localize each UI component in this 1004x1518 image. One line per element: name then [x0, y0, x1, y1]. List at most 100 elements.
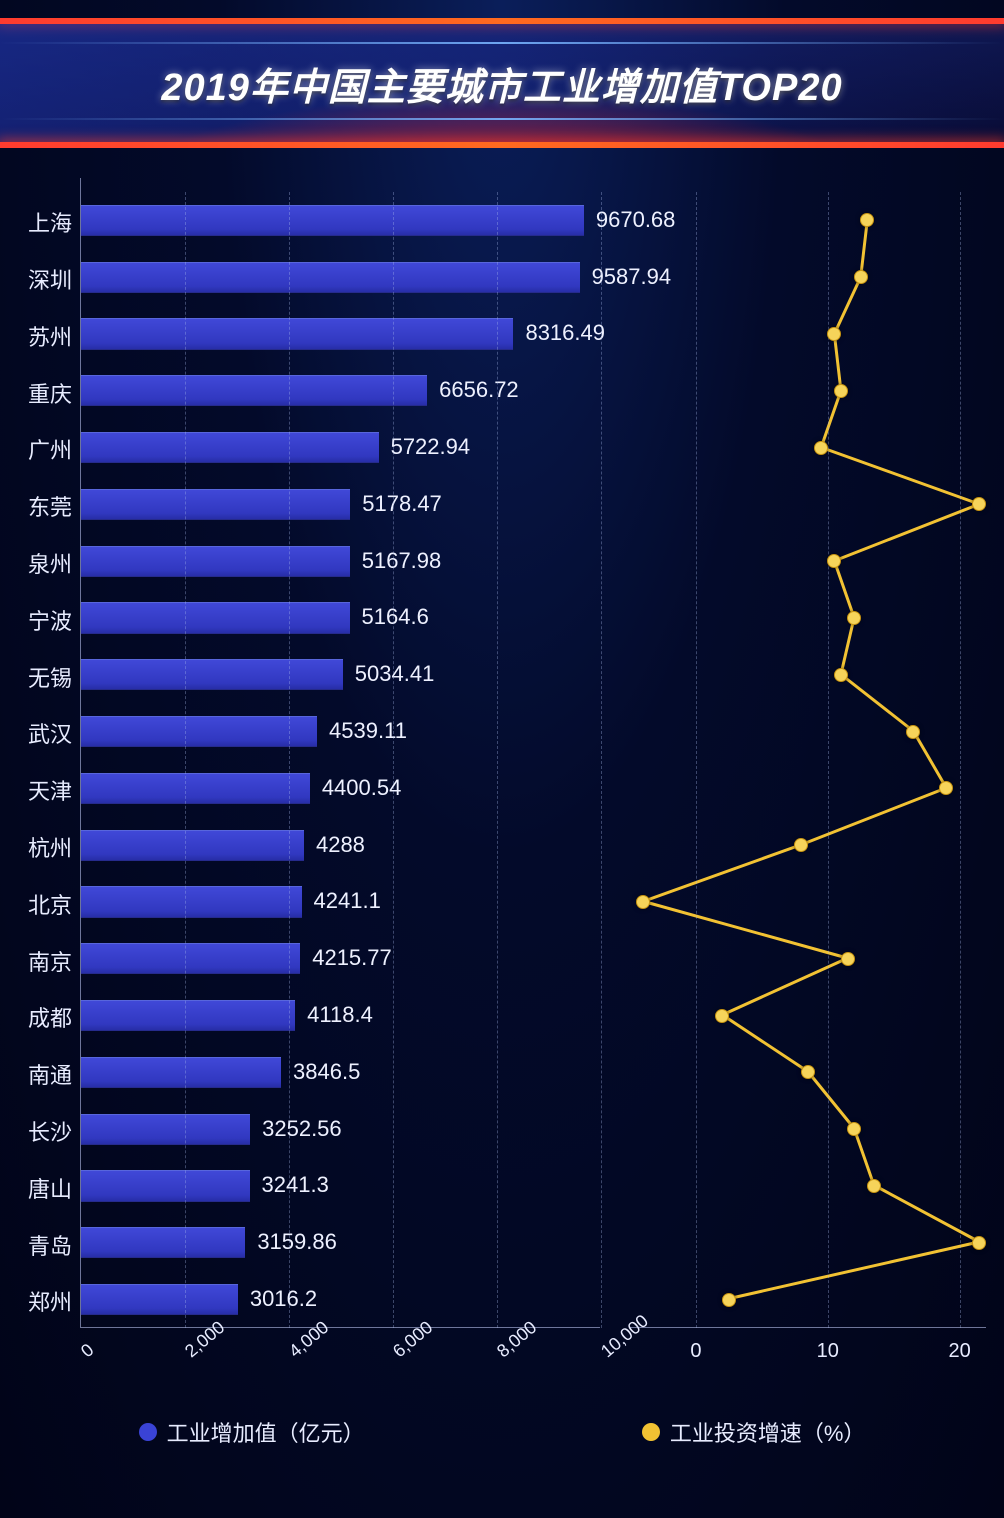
legend-line-label: 工业投资增速（%） [670, 1416, 866, 1448]
line-node [841, 952, 855, 966]
line-node [801, 1065, 815, 1079]
bar [81, 205, 584, 236]
bar [81, 489, 350, 520]
city-label: 成都 [28, 1001, 72, 1033]
bar-value-label: 4215.77 [312, 945, 392, 971]
banner-streak [0, 118, 1004, 120]
bar-x-tick-label: 0 [77, 1340, 98, 1363]
bar [81, 716, 317, 747]
bar-gridline [185, 192, 186, 1328]
line-node [715, 1009, 729, 1023]
bar [81, 1284, 238, 1315]
city-label: 无锡 [28, 661, 72, 693]
line-x-axis: 01020 [630, 1340, 986, 1410]
bar [81, 773, 310, 804]
city-label: 杭州 [28, 831, 72, 863]
bar-value-label: 4288 [316, 832, 365, 858]
bar-value-label: 4400.54 [322, 775, 402, 801]
bar-value-label: 5722.94 [391, 434, 471, 460]
bar-value-label: 3159.86 [257, 1229, 337, 1255]
bar [81, 943, 300, 974]
bar [81, 1057, 281, 1088]
line-gridline [828, 192, 829, 1328]
bar [81, 830, 304, 861]
bar-x-tick-label: 4,000 [285, 1317, 333, 1362]
bar-value-label: 3846.5 [293, 1059, 360, 1085]
city-label: 南京 [28, 945, 72, 977]
bar-gridline [497, 192, 498, 1328]
bar [81, 318, 513, 349]
city-label: 郑州 [28, 1285, 72, 1317]
bar-value-label: 3241.3 [262, 1172, 329, 1198]
line-node [794, 838, 808, 852]
bar [81, 1114, 250, 1145]
line-swatch-icon [642, 1423, 660, 1441]
city-label: 泉州 [28, 547, 72, 579]
line-node [847, 611, 861, 625]
line-node [827, 554, 841, 568]
bar [81, 546, 350, 577]
bar [81, 432, 379, 463]
plot-area: 上海深圳苏州重庆广州东莞泉州宁波无锡武汉天津杭州北京南京成都南通长沙唐山青岛郑州… [0, 178, 1004, 1398]
line-svg [630, 178, 986, 1327]
bar-value-label: 5167.98 [362, 548, 442, 574]
line-chart-panel: 01020 [630, 178, 986, 1328]
line-node [972, 1236, 986, 1250]
bar-gridline [393, 192, 394, 1328]
bar-gridline [601, 192, 602, 1328]
city-label: 武汉 [28, 717, 72, 749]
bar-value-label: 4118.4 [307, 1002, 373, 1028]
city-label: 北京 [28, 888, 72, 920]
line-node [834, 384, 848, 398]
city-label: 宁波 [28, 604, 72, 636]
bar-x-tick-label: 6,000 [389, 1317, 437, 1362]
bar [81, 375, 427, 406]
bar [81, 602, 350, 633]
line-node [834, 668, 848, 682]
city-label: 深圳 [28, 263, 72, 295]
line-node [722, 1293, 736, 1307]
legend-item-bar: 工业增加值（亿元） [139, 1416, 365, 1448]
city-label: 长沙 [28, 1115, 72, 1147]
city-label: 天津 [28, 774, 72, 806]
bar [81, 1227, 245, 1258]
bar-value-label: 3252.56 [262, 1116, 342, 1142]
line-gridline [696, 192, 697, 1328]
chart-title: 2019年中国主要城市工业增加值TOP20 [161, 56, 842, 111]
line-node [636, 895, 650, 909]
bar [81, 262, 580, 293]
city-label: 东莞 [28, 490, 72, 522]
bar [81, 659, 343, 690]
bar-value-label: 5164.6 [362, 604, 429, 630]
line-x-tick-label: 20 [949, 1340, 971, 1363]
line-node [814, 441, 828, 455]
line-gridline [960, 192, 961, 1328]
bar-x-tick-label: 8,000 [493, 1317, 541, 1362]
line-node [860, 213, 874, 227]
line-node [867, 1179, 881, 1193]
city-label: 青岛 [28, 1229, 72, 1261]
bar-value-label: 8316.49 [525, 320, 605, 346]
line-node [827, 327, 841, 341]
legend-item-line: 工业投资增速（%） [642, 1416, 866, 1448]
legend: 工业增加值（亿元） 工业投资增速（%） [0, 1416, 1004, 1448]
line-node [847, 1122, 861, 1136]
legend-bar-label: 工业增加值（亿元） [167, 1416, 365, 1448]
bar-gridline [289, 192, 290, 1328]
city-label: 唐山 [28, 1172, 72, 1204]
line-node [939, 781, 953, 795]
bar [81, 1000, 295, 1031]
bar-value-label: 4539.11 [329, 718, 407, 744]
panel-gap [600, 178, 630, 1398]
y-axis-labels: 上海深圳苏州重庆广州东莞泉州宁波无锡武汉天津杭州北京南京成都南通长沙唐山青岛郑州 [10, 178, 80, 1328]
city-label: 广州 [28, 433, 72, 465]
city-label: 上海 [28, 206, 72, 238]
growth-line [643, 220, 979, 1298]
bar-value-label: 4241.1 [314, 888, 381, 914]
line-x-tick-label: 0 [690, 1340, 701, 1363]
bar-value-label: 3016.2 [250, 1286, 317, 1312]
city-label: 南通 [28, 1058, 72, 1090]
line-node [854, 270, 868, 284]
bar-value-label: 5034.41 [355, 661, 435, 687]
bar [81, 886, 302, 917]
